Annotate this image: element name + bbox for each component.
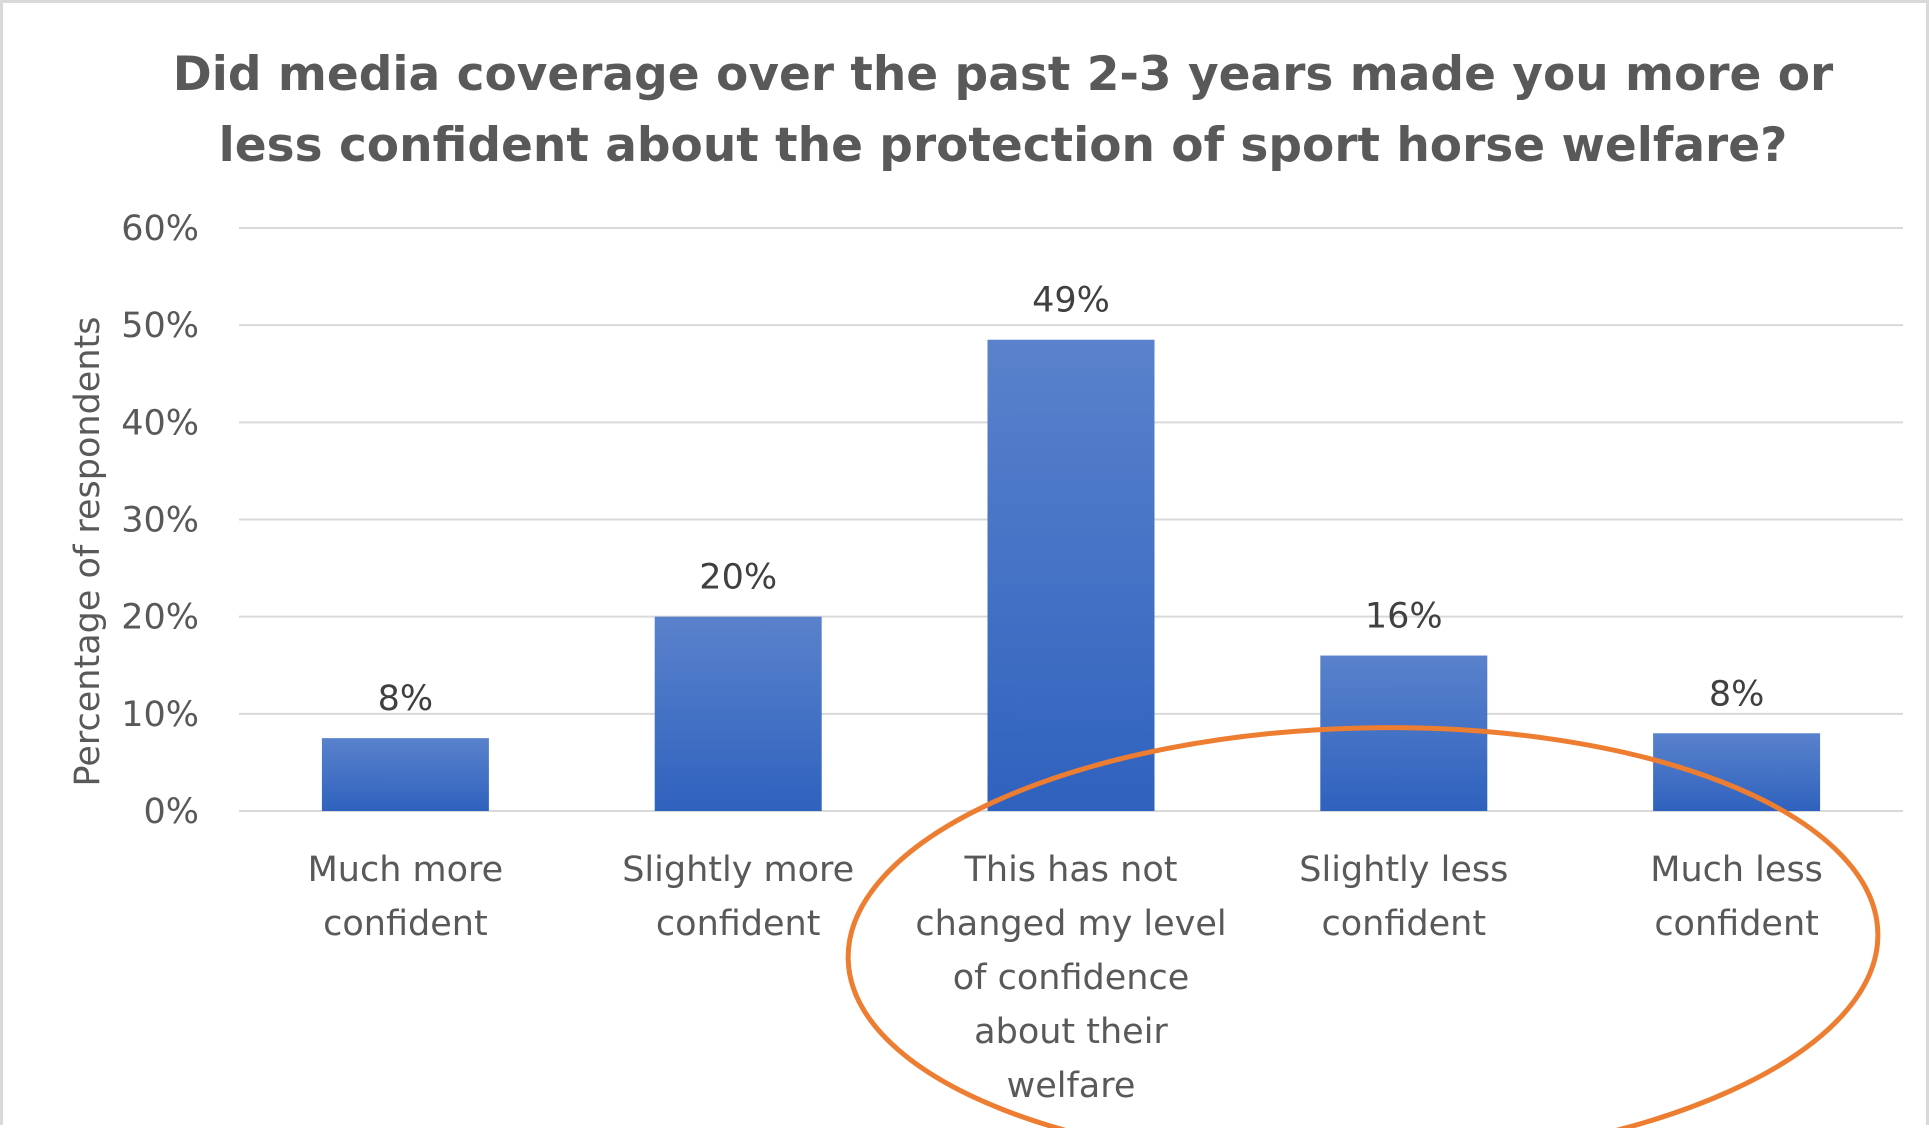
data-label: 16% bbox=[1365, 597, 1443, 637]
category-label: confident bbox=[1654, 904, 1819, 944]
bar bbox=[987, 339, 1155, 811]
y-axis-title: Percentage of respondents bbox=[68, 317, 108, 787]
category-label: This has not bbox=[964, 850, 1178, 890]
y-tick-label: 50% bbox=[121, 306, 199, 346]
y-axis-title-text: Percentage of respondents bbox=[68, 317, 108, 787]
category-label: Slightly less bbox=[1299, 850, 1508, 890]
category-label: Much less bbox=[1650, 850, 1823, 890]
category-label: of confidence bbox=[953, 958, 1189, 998]
bar bbox=[1320, 655, 1488, 811]
bars bbox=[321, 339, 1821, 811]
bar bbox=[321, 738, 489, 811]
data-labels: 8% 20% 49% 16% 8% bbox=[378, 281, 1765, 719]
category-label: confident bbox=[323, 904, 488, 944]
y-axis-ticks: 0% 10% 20% 30% 40% 50% 60% bbox=[121, 209, 199, 832]
category-label: about their bbox=[974, 1012, 1168, 1052]
y-tick-label: 0% bbox=[143, 792, 199, 832]
category-labels: Much more confident Slightly more confident… bbox=[308, 850, 1823, 1106]
bar bbox=[1653, 733, 1821, 811]
y-tick-label: 10% bbox=[121, 695, 199, 735]
category-label: welfare bbox=[1007, 1066, 1136, 1106]
annotations bbox=[845, 725, 1881, 1128]
y-tick-label: 30% bbox=[121, 501, 199, 541]
chart-title: Did media coverage over the past 2-3 yea… bbox=[173, 47, 1834, 173]
bar bbox=[654, 616, 822, 811]
chart-title-line-2: less confident about the protection of s… bbox=[219, 118, 1788, 173]
y-tick-label: 60% bbox=[121, 209, 199, 249]
chart-title-line-1: Did media coverage over the past 2-3 yea… bbox=[173, 47, 1834, 102]
data-label: 8% bbox=[1709, 674, 1765, 714]
data-label: 20% bbox=[699, 558, 777, 598]
category-label: Slightly more bbox=[622, 850, 854, 890]
y-tick-label: 40% bbox=[121, 403, 199, 443]
bar-chart: Did media coverage over the past 2-3 yea… bbox=[68, 47, 1903, 1128]
category-label: confident bbox=[1322, 904, 1487, 944]
annotation-ellipse bbox=[845, 725, 1881, 1128]
data-label: 8% bbox=[378, 679, 434, 719]
y-tick-label: 20% bbox=[121, 598, 199, 638]
data-label: 49% bbox=[1032, 281, 1110, 321]
category-label: confident bbox=[656, 904, 821, 944]
category-label: changed my level bbox=[915, 904, 1226, 944]
category-label: Much more bbox=[308, 850, 504, 890]
